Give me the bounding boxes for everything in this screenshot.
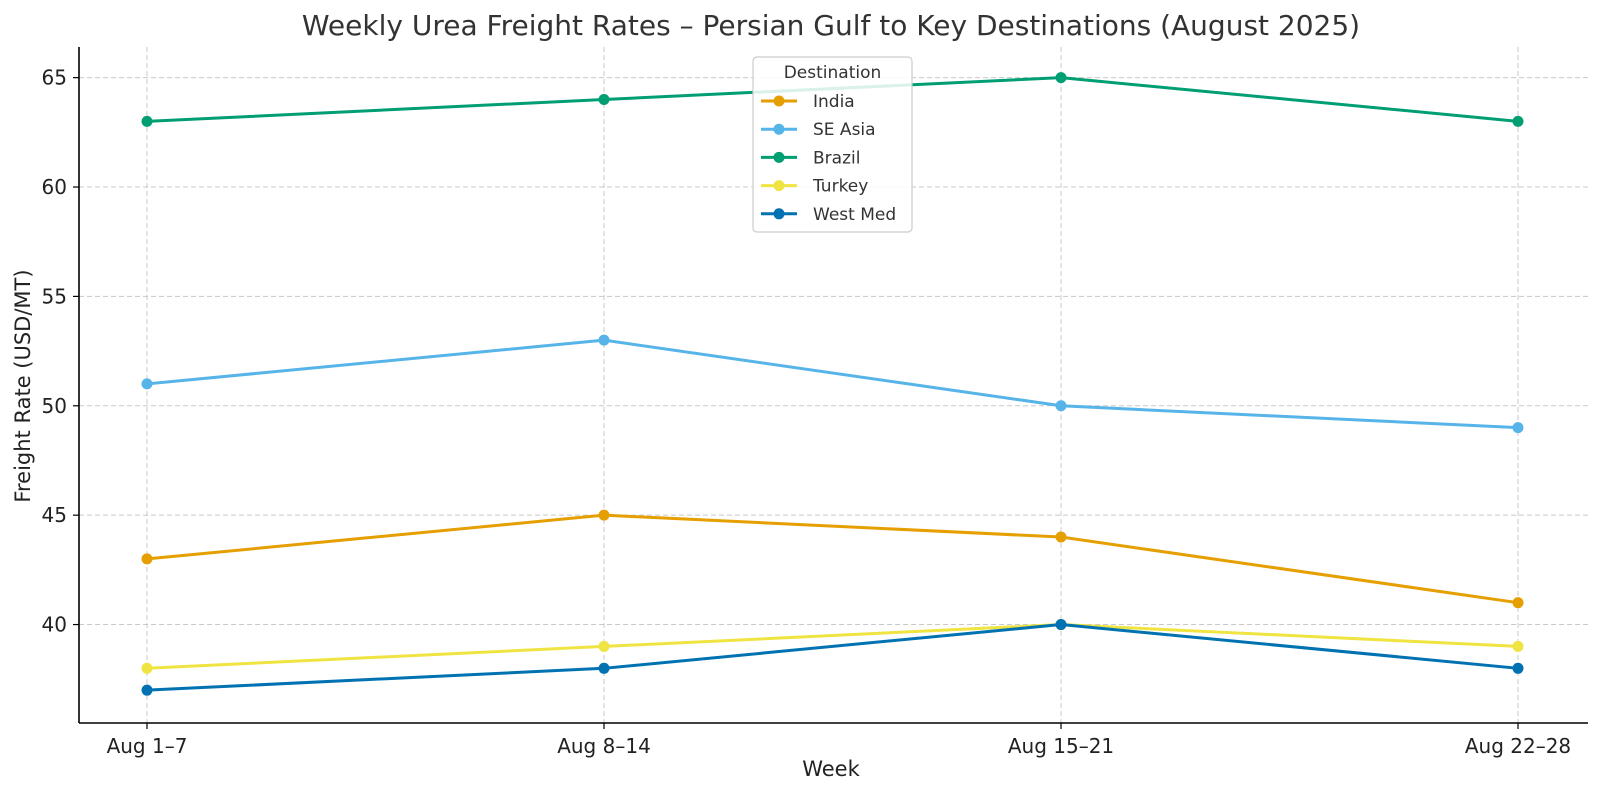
data-point: [598, 334, 610, 346]
y-tick-label: 45: [42, 503, 67, 527]
data-point: [1512, 597, 1524, 609]
series-turkey: [141, 619, 1524, 674]
chart-title: Weekly Urea Freight Rates – Persian Gulf…: [302, 9, 1360, 42]
y-tick-label: 60: [42, 175, 67, 199]
legend-marker: [773, 151, 785, 163]
y-axis-label: Freight Rate (USD/MT): [11, 269, 35, 502]
y-tick-label: 40: [42, 613, 67, 637]
legend-item: Turkey: [761, 177, 868, 197]
data-point: [141, 378, 153, 390]
legend-title: Destination: [784, 63, 882, 83]
legend-item: India: [761, 92, 855, 112]
data-point: [1055, 400, 1067, 412]
data-point: [598, 640, 610, 652]
x-tick-label: Aug 22–28: [1465, 734, 1571, 758]
legend-marker: [773, 123, 785, 135]
series-line: [145, 623, 1520, 670]
data-point: [1055, 619, 1067, 631]
series-india: [141, 509, 1524, 609]
data-point: [141, 553, 153, 565]
legend-item: Brazil: [761, 148, 860, 168]
legend-marker: [773, 180, 785, 192]
legend-label: SE Asia: [813, 120, 876, 140]
data-point: [1055, 72, 1067, 84]
data-point: [598, 509, 610, 521]
data-point: [598, 94, 610, 106]
series-line: [145, 623, 1520, 692]
y-tick-label: 50: [42, 394, 67, 418]
data-point: [141, 662, 153, 674]
legend-label: Turkey: [812, 177, 868, 197]
legend-marker: [773, 95, 785, 107]
data-point: [1512, 115, 1524, 127]
legend-label: West Med: [813, 205, 896, 225]
data-point: [1512, 422, 1524, 434]
legend-label: Brazil: [813, 148, 860, 168]
x-tick-label: Aug 8–14: [557, 734, 651, 758]
series-se-asia: [141, 334, 1524, 434]
legend-marker: [773, 208, 785, 220]
series-line: [145, 513, 1520, 605]
data-point: [1055, 531, 1067, 543]
series-layer: [141, 72, 1524, 696]
data-point: [141, 684, 153, 696]
x-axis-label: Week: [802, 757, 860, 781]
y-tick-label: 55: [42, 284, 67, 308]
legend-item: SE Asia: [761, 120, 876, 140]
data-point: [141, 115, 153, 127]
axes: 40 45 50 55 60 65 Aug 1–7 Aug 8–14 Aug 15–21 Aug …: [42, 47, 1588, 758]
series-west-med: [141, 619, 1524, 696]
legend: Destination India SE Asia Brazil Turkey West …: [752, 56, 913, 233]
data-point: [1512, 662, 1524, 674]
x-tick-label: Aug 15–21: [1008, 734, 1114, 758]
data-point: [1512, 640, 1524, 652]
legend-item: West Med: [761, 205, 896, 225]
series-line: [145, 338, 1520, 430]
x-tick-label: Aug 1–7: [107, 734, 188, 758]
data-point: [598, 662, 610, 674]
y-tick-label: 65: [42, 66, 67, 90]
legend-label: India: [813, 92, 855, 112]
